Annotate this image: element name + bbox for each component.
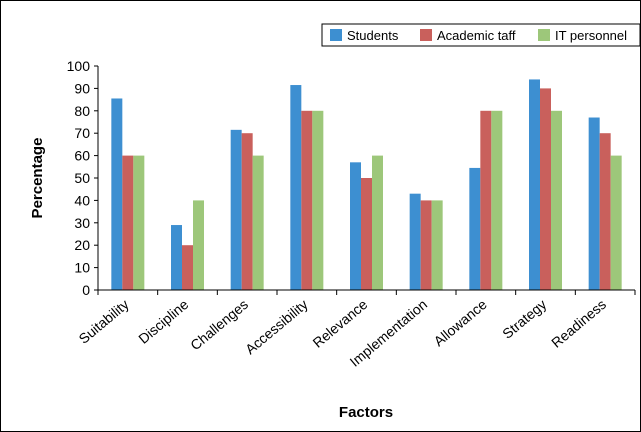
- legend-swatch: [420, 29, 432, 41]
- bar: [312, 110, 324, 290]
- y-tick-label: 0: [82, 282, 90, 298]
- legend-label: Academic taff: [437, 28, 516, 43]
- bar: [301, 110, 313, 290]
- bar: [588, 117, 600, 291]
- bar: [599, 133, 611, 290]
- bar: [610, 155, 622, 290]
- bars-layer: [111, 79, 622, 291]
- bar: [361, 178, 372, 290]
- bar: [372, 155, 383, 290]
- bar: [540, 88, 551, 291]
- bar: [122, 155, 134, 290]
- y-tick-label: 50: [74, 170, 90, 186]
- bar: [431, 200, 443, 290]
- bar: [409, 193, 421, 290]
- bar: [182, 245, 193, 290]
- legend-swatch: [330, 29, 342, 41]
- bar: [529, 79, 540, 290]
- y-tick-label: 100: [67, 58, 91, 74]
- y-axis-title: Percentage: [29, 138, 46, 219]
- bar: [420, 200, 432, 290]
- bar: [193, 200, 204, 290]
- legend-label: Students: [347, 28, 399, 43]
- bar: [171, 225, 182, 290]
- bar: [111, 98, 123, 290]
- bar: [551, 110, 562, 290]
- y-tick-label: 30: [74, 215, 90, 231]
- legend: Students Academic taff IT personnel: [321, 23, 641, 47]
- bar: [469, 167, 481, 290]
- y-tick-label: 90: [74, 80, 90, 96]
- y-tick-label: 40: [74, 192, 90, 208]
- bar: [480, 110, 492, 290]
- x-axis-title: Factors: [339, 404, 393, 421]
- y-tick-label: 10: [74, 260, 90, 276]
- bar: [133, 155, 145, 290]
- bar: [241, 133, 253, 290]
- y-tick-label: 70: [74, 125, 90, 141]
- legend-label: IT personnel: [555, 28, 627, 43]
- legend-swatch: [538, 29, 550, 41]
- bar: [290, 85, 302, 290]
- bar: [491, 110, 503, 290]
- bar: [350, 162, 361, 290]
- y-tick-label: 20: [74, 237, 90, 253]
- bar: [252, 155, 264, 290]
- y-tick-label: 60: [74, 148, 90, 164]
- legend-box: [321, 23, 641, 47]
- y-ticks-layer: 0 10 20 30 40 50 60 70 80 90 100: [67, 58, 98, 298]
- y-tick-label: 80: [74, 103, 90, 119]
- bar: [230, 129, 242, 290]
